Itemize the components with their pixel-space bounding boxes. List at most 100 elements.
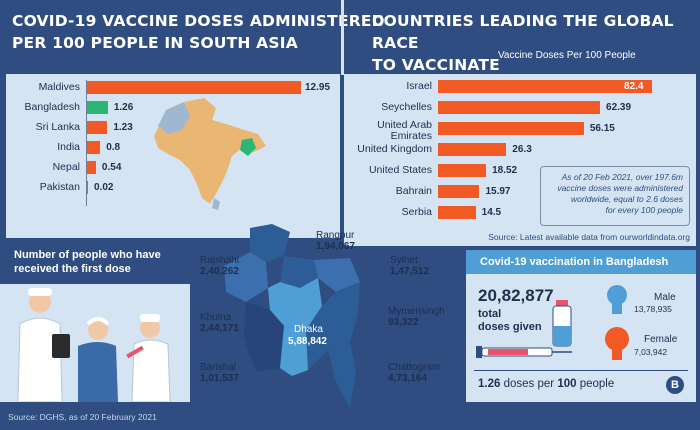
right-source-text: Source: Latest available data from ourwo…	[488, 232, 690, 242]
global-race-bar	[438, 80, 652, 93]
south-asia-bar	[87, 161, 96, 174]
barishal-label: Barishal 1,01,537	[200, 362, 239, 384]
south-asia-value-label: 0.54	[101, 162, 122, 173]
south-asia-category-label: Sri Lanka	[35, 121, 80, 133]
bd-panel-body: 20,82,877 total doses given Male 13,78,9…	[466, 274, 696, 402]
south-asia-axis	[86, 80, 87, 206]
south-asia-category-label: Nepal	[52, 161, 80, 173]
global-race-bar	[438, 206, 476, 219]
global-race-bar	[438, 185, 480, 198]
mymensingh-label: Mymensingh 93,322	[388, 306, 445, 328]
barishal-region	[280, 326, 308, 376]
chattogram-name: Chattogram	[388, 362, 441, 373]
chattogram-label: Chattogram 4,73,164	[388, 362, 440, 384]
rajshahi-name: Rajshahi	[200, 255, 239, 266]
sylhet-name: Sylhet	[390, 255, 418, 266]
rajshahi-region	[224, 252, 268, 302]
south-asia-value-label: 0.8	[106, 142, 121, 153]
global-race-value-label: 18.52	[492, 165, 518, 176]
logo-badge: B	[666, 376, 684, 394]
dhaka-region	[268, 278, 322, 330]
global-race-value-label: 62.39	[606, 102, 632, 113]
bd-panel-divider	[474, 370, 688, 371]
right-chart-title: COUNTRIES LEADING THE GLOBAL RACE TO VAC…	[372, 10, 700, 76]
global-race-category-label: United States	[368, 164, 432, 176]
note-line3: worldwide, equal to 2.6 doses	[571, 194, 683, 204]
barishal-value: 1,01,537	[200, 373, 239, 384]
right-title-line2: TO VACCINATE	[372, 56, 500, 74]
sylhet-region	[314, 258, 360, 292]
medical-staff-illustration	[17, 288, 171, 403]
rangpur-region	[250, 224, 290, 262]
global-race-category-label: United Arab Emirates	[377, 119, 432, 142]
first-dose-label: Number of people who have received the f…	[6, 244, 186, 280]
khulna-name: Khulna	[200, 312, 232, 323]
global-race-bar	[438, 122, 584, 135]
bottom-source-text: Source: DGHS, as of 20 February 2021	[8, 412, 157, 422]
bd-panel-header: Covid-19 vaccination in Bangladesh	[466, 250, 696, 274]
south-asia-category-label: Pakistan	[39, 181, 80, 193]
per100-mid: doses per	[503, 378, 555, 390]
global-race-value-label: 82.4	[624, 81, 644, 92]
global-race-bar	[438, 164, 487, 177]
female-value: 7,03,942	[634, 347, 668, 357]
global-race-value-label: 56.15	[589, 123, 615, 134]
rajshahi-label: Rajshahi 2,40,262	[200, 255, 239, 277]
rangpur-label: Rangpur 1,94,067	[316, 230, 355, 252]
south-asia-category-label: Maldives	[38, 81, 80, 93]
total-doses-line1: total	[478, 308, 502, 320]
global-race-bar	[438, 143, 507, 156]
south-asia-category-label: Bangladesh	[24, 101, 80, 113]
sylhet-label: Sylhet 1,47,512	[390, 255, 429, 277]
left-title-line1: COVID-19 VACCINE DOSES ADMINISTERED	[12, 12, 385, 30]
per100-value: 1.26	[478, 378, 501, 390]
per100-end: people	[579, 378, 615, 390]
global-race-value-label: 15.97	[485, 186, 511, 197]
total-doses-value: 20,82,877	[478, 286, 554, 305]
dhaka-map-value: 5,88,842	[288, 336, 327, 347]
south-asia-value-label: 1.23	[113, 122, 133, 133]
global-race-panel: Israel 82.4 Seychelles 62.39 United Arab Emir…	[344, 74, 696, 246]
male-head-icon	[607, 285, 627, 314]
khulna-label: Khulna 2,44,171	[200, 312, 239, 334]
rangpur-name: Rangpur	[316, 230, 355, 241]
first-dose-label-box: Number of people who have received the f…	[6, 244, 186, 284]
left-title-line2: PER 100 PEOPLE IN SOUTH ASIA	[12, 34, 298, 52]
south-asia-bar	[87, 101, 108, 114]
note-line2: vaccine doses were administered	[557, 183, 683, 193]
dhaka-map-label: Dhaka	[294, 324, 323, 335]
global-race-bar	[438, 101, 601, 114]
worldwide-note: As of 20 Feb 2021, over 197.6m vaccine d…	[540, 166, 690, 226]
right-chart-subtitle: Vaccine Doses Per 100 People	[498, 50, 636, 61]
south-asia-map-icon	[154, 98, 266, 210]
mymensingh-region	[280, 256, 318, 288]
first-dose-line1: Number of people who have	[14, 249, 161, 261]
right-title-line1: COUNTRIES LEADING THE GLOBAL RACE	[372, 12, 674, 52]
global-race-value-label: 14.5	[481, 207, 502, 218]
mymensingh-value: 93,322	[388, 317, 419, 328]
female-label: Female	[644, 334, 678, 345]
south-asia-category-label: India	[57, 141, 80, 153]
per100-hundred: 100	[557, 378, 577, 390]
chattogram-region	[306, 282, 360, 408]
south-asia-value-label: 1.26	[113, 102, 134, 113]
male-label: Male	[654, 292, 676, 303]
female-head-icon	[605, 327, 629, 360]
barishal-name: Barishal	[200, 362, 237, 373]
rajshahi-value: 2,40,262	[200, 266, 239, 277]
first-dose-line2: received the first dose	[14, 263, 131, 275]
note-line4: for every 100 people	[605, 205, 684, 215]
male-value: 13,78,935	[634, 304, 672, 314]
south-asia-bar	[87, 121, 108, 134]
rangpur-value: 1,94,067	[316, 241, 355, 252]
total-doses-line2: doses given	[478, 321, 542, 333]
sylhet-value: 1,47,512	[390, 266, 429, 277]
mymensingh-name: Mymensingh	[388, 306, 445, 317]
khulna-region	[244, 302, 284, 372]
global-race-category-label: Bahrain	[395, 185, 432, 197]
global-race-category-label: Seychelles	[381, 101, 432, 113]
syringe-icon	[476, 346, 572, 358]
bd-panel-title: Covid-19 vaccination in Bangladesh	[480, 256, 669, 268]
bangladesh-map: Dhaka 5,88,842	[224, 224, 360, 408]
khulna-value: 2,44,171	[200, 323, 239, 334]
